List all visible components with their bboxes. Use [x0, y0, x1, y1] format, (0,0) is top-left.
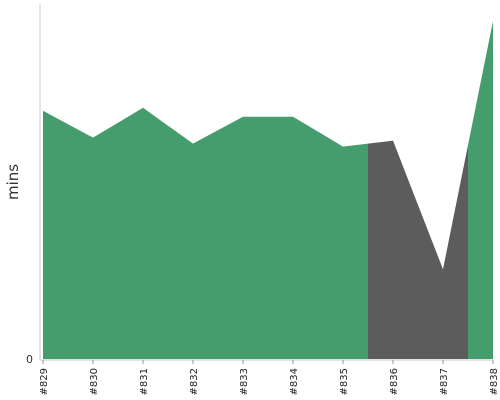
area-segment-831: [118, 107, 168, 359]
area-segment-838: [468, 21, 493, 359]
x-tick-label: #835: [339, 368, 350, 395]
x-tick-label: #838: [489, 368, 500, 395]
x-tick-label: #831: [139, 368, 150, 395]
area-segment-834: [268, 116, 318, 359]
y-axis-label: mins: [4, 164, 22, 200]
x-tick-label: #836: [389, 368, 400, 395]
area-segment-836: [368, 140, 418, 359]
area-segment-837: [418, 145, 468, 359]
x-tick-label: #837: [439, 368, 450, 395]
area-segment-835: [318, 131, 368, 359]
area-segment-829: [43, 110, 68, 359]
area-segment-832: [168, 125, 218, 359]
x-tick-label: #829: [39, 368, 50, 395]
area-segment-830: [68, 122, 118, 359]
area-segment-833: [218, 116, 268, 359]
area-segments: [43, 21, 493, 359]
x-ticks: #829 #830 #831 #832 #833 #834 #835 #836 #837 #838: [39, 360, 500, 395]
x-tick-label: #832: [189, 368, 200, 395]
x-tick-label: #830: [89, 368, 100, 395]
x-tick-label: #834: [289, 368, 300, 395]
y-tick-label-0: 0: [26, 353, 33, 366]
x-tick-label: #833: [239, 368, 250, 395]
